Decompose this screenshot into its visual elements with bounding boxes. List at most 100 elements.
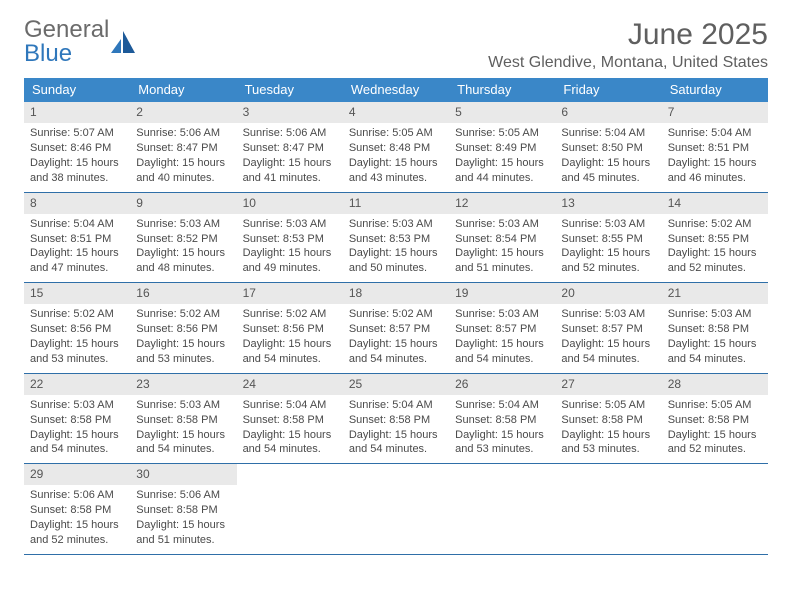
day-number: 26 (449, 374, 555, 395)
daylight-text: Daylight: 15 hours and 53 minutes. (455, 428, 549, 458)
daylight-text: Daylight: 15 hours and 44 minutes. (455, 156, 549, 186)
sunset-text: Sunset: 8:58 PM (668, 322, 762, 337)
sunrise-text: Sunrise: 5:07 AM (30, 126, 124, 141)
weekday-header-monday: Monday (130, 78, 236, 102)
daylight-text: Daylight: 15 hours and 51 minutes. (455, 246, 549, 276)
day-number: 30 (130, 464, 236, 485)
daylight-text: Daylight: 15 hours and 54 minutes. (136, 428, 230, 458)
brand-word1: General (24, 16, 109, 43)
sunrise-text: Sunrise: 5:05 AM (349, 126, 443, 141)
day-number: 18 (343, 283, 449, 304)
day-number: 19 (449, 283, 555, 304)
sunset-text: Sunset: 8:58 PM (668, 413, 762, 428)
daylight-text: Daylight: 15 hours and 52 minutes. (668, 246, 762, 276)
day-cell: 22Sunrise: 5:03 AMSunset: 8:58 PMDayligh… (24, 374, 130, 464)
day-cell: 15Sunrise: 5:02 AMSunset: 8:56 PMDayligh… (24, 283, 130, 373)
sunrise-text: Sunrise: 5:06 AM (243, 126, 337, 141)
daylight-text: Daylight: 15 hours and 52 minutes. (668, 428, 762, 458)
sunrise-text: Sunrise: 5:03 AM (243, 217, 337, 232)
sunset-text: Sunset: 8:50 PM (561, 141, 655, 156)
day-number: 9 (130, 193, 236, 214)
sunset-text: Sunset: 8:51 PM (30, 232, 124, 247)
day-cell: 25Sunrise: 5:04 AMSunset: 8:58 PMDayligh… (343, 374, 449, 464)
daylight-text: Daylight: 15 hours and 45 minutes. (561, 156, 655, 186)
sunrise-text: Sunrise: 5:06 AM (30, 488, 124, 503)
day-number: 17 (237, 283, 343, 304)
sunrise-text: Sunrise: 5:04 AM (668, 126, 762, 141)
day-cell: 3Sunrise: 5:06 AMSunset: 8:47 PMDaylight… (237, 102, 343, 192)
day-number: 29 (24, 464, 130, 485)
day-cell: 6Sunrise: 5:04 AMSunset: 8:50 PMDaylight… (555, 102, 661, 192)
daylight-text: Daylight: 15 hours and 38 minutes. (30, 156, 124, 186)
sunset-text: Sunset: 8:58 PM (349, 413, 443, 428)
sunset-text: Sunset: 8:53 PM (349, 232, 443, 247)
daylight-text: Daylight: 15 hours and 49 minutes. (243, 246, 337, 276)
sunrise-text: Sunrise: 5:03 AM (30, 398, 124, 413)
day-cell: 4Sunrise: 5:05 AMSunset: 8:48 PMDaylight… (343, 102, 449, 192)
day-number: 15 (24, 283, 130, 304)
sunset-text: Sunset: 8:58 PM (243, 413, 337, 428)
day-number: 27 (555, 374, 661, 395)
brand-logo: General Blue (24, 18, 137, 66)
day-cell: 7Sunrise: 5:04 AMSunset: 8:51 PMDaylight… (662, 102, 768, 192)
sunset-text: Sunset: 8:58 PM (561, 413, 655, 428)
weekday-header-row: SundayMondayTuesdayWednesdayThursdayFrid… (24, 78, 768, 102)
sunset-text: Sunset: 8:57 PM (349, 322, 443, 337)
sunrise-text: Sunrise: 5:02 AM (243, 307, 337, 322)
sunrise-text: Sunrise: 5:04 AM (455, 398, 549, 413)
weekday-header-wednesday: Wednesday (343, 78, 449, 102)
weekday-header-thursday: Thursday (449, 78, 555, 102)
daylight-text: Daylight: 15 hours and 41 minutes. (243, 156, 337, 186)
day-number: 25 (343, 374, 449, 395)
day-cell: 28 Sunrise: 5:05 AMSunset: 8:58 PMDayligh… (662, 374, 768, 464)
day-number: 8 (24, 193, 130, 214)
day-number: 28 (662, 374, 768, 395)
daylight-text: Daylight: 15 hours and 54 minutes. (349, 337, 443, 367)
daylight-text: Daylight: 15 hours and 53 minutes. (30, 337, 124, 367)
day-number: 5 (449, 102, 555, 123)
daylight-text: Daylight: 15 hours and 53 minutes. (561, 428, 655, 458)
sunset-text: Sunset: 8:47 PM (243, 141, 337, 156)
sunrise-text: Sunrise: 5:05 AM (668, 398, 762, 413)
sunset-text: Sunset: 8:47 PM (136, 141, 230, 156)
sunrise-text: Sunrise: 5:06 AM (136, 488, 230, 503)
daylight-text: Daylight: 15 hours and 48 minutes. (136, 246, 230, 276)
daylight-text: Daylight: 15 hours and 47 minutes. (30, 246, 124, 276)
sunset-text: Sunset: 8:55 PM (668, 232, 762, 247)
daylight-text: Daylight: 15 hours and 54 minutes. (455, 337, 549, 367)
day-cell: 2Sunrise: 5:06 AMSunset: 8:47 PMDaylight… (130, 102, 236, 192)
day-cell: 16Sunrise: 5:02 AMSunset: 8:56 PMDayligh… (130, 283, 236, 373)
daylight-text: Daylight: 15 hours and 54 minutes. (243, 337, 337, 367)
daylight-text: Daylight: 15 hours and 40 minutes. (136, 156, 230, 186)
day-cell: 24Sunrise: 5:04 AMSunset: 8:58 PMDayligh… (237, 374, 343, 464)
sunrise-text: Sunrise: 5:05 AM (561, 398, 655, 413)
daylight-text: Daylight: 15 hours and 54 minutes. (30, 428, 124, 458)
day-number: 21 (662, 283, 768, 304)
day-number: 10 (237, 193, 343, 214)
week-row: 1Sunrise: 5:07 AMSunset: 8:46 PMDaylight… (24, 102, 768, 193)
week-row: 22Sunrise: 5:03 AMSunset: 8:58 PMDayligh… (24, 374, 768, 465)
daylight-text: Daylight: 15 hours and 52 minutes. (30, 518, 124, 548)
day-cell: 17Sunrise: 5:02 AMSunset: 8:56 PMDayligh… (237, 283, 343, 373)
day-cell: 20Sunrise: 5:03 AMSunset: 8:57 PMDayligh… (555, 283, 661, 373)
day-cell: 11Sunrise: 5:03 AMSunset: 8:53 PMDayligh… (343, 193, 449, 283)
sunset-text: Sunset: 8:58 PM (455, 413, 549, 428)
daylight-text: Daylight: 15 hours and 46 minutes. (668, 156, 762, 186)
daylight-text: Daylight: 15 hours and 53 minutes. (136, 337, 230, 367)
weekday-header-sunday: Sunday (24, 78, 130, 102)
sunrise-text: Sunrise: 5:03 AM (136, 217, 230, 232)
day-number: 22 (24, 374, 130, 395)
sunrise-text: Sunrise: 5:03 AM (136, 398, 230, 413)
day-number: 12 (449, 193, 555, 214)
day-cell: 10Sunrise: 5:03 AMSunset: 8:53 PMDayligh… (237, 193, 343, 283)
brand-word2: Blue (24, 40, 72, 67)
sunset-text: Sunset: 8:57 PM (561, 322, 655, 337)
day-cell: 13Sunrise: 5:03 AMSunset: 8:55 PMDayligh… (555, 193, 661, 283)
sunrise-text: Sunrise: 5:05 AM (455, 126, 549, 141)
sunset-text: Sunset: 8:57 PM (455, 322, 549, 337)
day-cell: 12Sunrise: 5:03 AMSunset: 8:54 PMDayligh… (449, 193, 555, 283)
day-cell: 5Sunrise: 5:05 AMSunset: 8:49 PMDaylight… (449, 102, 555, 192)
day-cell: 29Sunrise: 5:06 AMSunset: 8:58 PMDayligh… (24, 464, 130, 554)
day-number: 6 (555, 102, 661, 123)
day-number: 7 (662, 102, 768, 123)
